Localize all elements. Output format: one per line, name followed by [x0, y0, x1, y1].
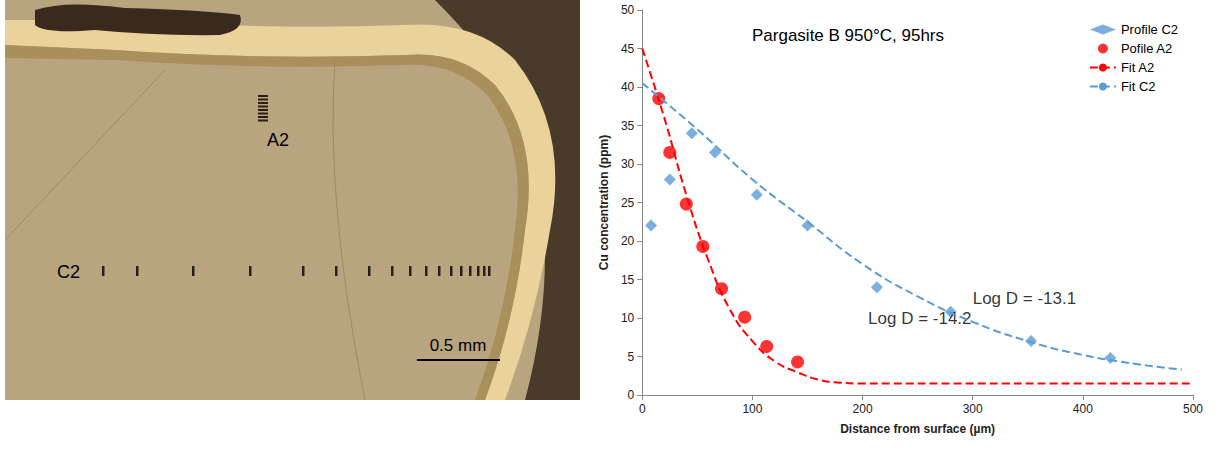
svg-text:A2: A2: [267, 130, 289, 150]
svg-text:45: 45: [621, 42, 635, 56]
svg-text:300: 300: [963, 402, 983, 416]
svg-text:Log D = -13.1: Log D = -13.1: [973, 289, 1077, 308]
svg-text:40: 40: [621, 80, 635, 94]
svg-text:Log D = -14.2: Log D = -14.2: [868, 309, 972, 328]
svg-text:200: 200: [853, 402, 873, 416]
svg-text:500: 500: [1183, 402, 1203, 416]
svg-text:C2: C2: [57, 262, 80, 282]
svg-text:Fit C2: Fit C2: [1121, 79, 1156, 94]
svg-text:50: 50: [621, 3, 635, 17]
svg-text:5: 5: [628, 350, 635, 364]
svg-text:0: 0: [628, 388, 635, 402]
svg-text:10: 10: [621, 311, 635, 325]
svg-text:Pargasite B 950°C, 95hrs: Pargasite B 950°C, 95hrs: [752, 26, 944, 45]
svg-text:25: 25: [621, 196, 635, 210]
svg-text:400: 400: [1073, 402, 1093, 416]
svg-text:Cu concentration (ppm): Cu concentration (ppm): [597, 135, 611, 270]
svg-text:Pofile A2: Pofile A2: [1121, 41, 1172, 56]
svg-text:20: 20: [621, 234, 635, 248]
svg-text:100: 100: [742, 402, 762, 416]
svg-text:Fit A2: Fit A2: [1121, 60, 1154, 75]
svg-text:35: 35: [621, 119, 635, 133]
svg-text:Profile C2: Profile C2: [1121, 22, 1178, 37]
svg-text:0.5 mm: 0.5 mm: [430, 336, 487, 355]
svg-text:Distance from surface (µm): Distance from surface (µm): [840, 422, 995, 436]
svg-text:0: 0: [639, 402, 646, 416]
svg-text:15: 15: [621, 273, 635, 287]
svg-text:30: 30: [621, 157, 635, 171]
